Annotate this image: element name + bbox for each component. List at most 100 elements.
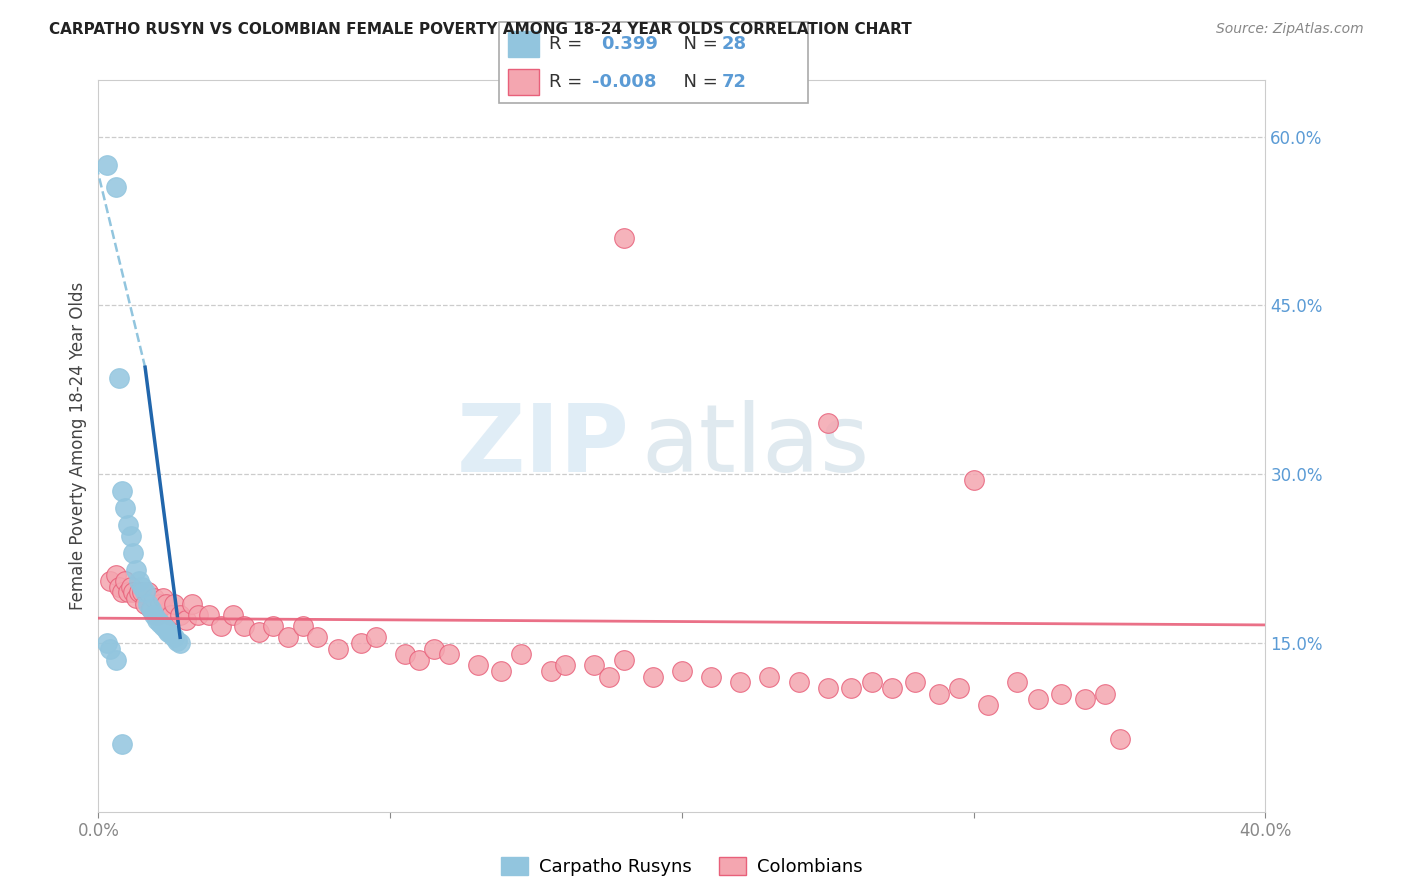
Point bbox=[948, 681, 970, 695]
Point bbox=[111, 737, 134, 751]
Point bbox=[350, 636, 373, 650]
Point bbox=[612, 653, 634, 667]
Text: atlas: atlas bbox=[641, 400, 869, 492]
Point bbox=[117, 517, 139, 532]
Point bbox=[209, 619, 232, 633]
Point bbox=[131, 585, 153, 599]
Point bbox=[962, 473, 984, 487]
Point bbox=[169, 607, 191, 622]
Point bbox=[111, 483, 134, 498]
Text: CARPATHO RUSYN VS COLOMBIAN FEMALE POVERTY AMONG 18-24 YEAR OLDS CORRELATION CHA: CARPATHO RUSYN VS COLOMBIAN FEMALE POVER… bbox=[49, 22, 912, 37]
Point bbox=[326, 641, 349, 656]
Point bbox=[146, 607, 169, 622]
Point bbox=[152, 619, 174, 633]
Point bbox=[233, 619, 256, 633]
Text: 72: 72 bbox=[721, 73, 747, 91]
Point bbox=[880, 681, 903, 695]
Point bbox=[117, 585, 139, 599]
Point bbox=[142, 607, 165, 622]
Point bbox=[700, 670, 723, 684]
Point bbox=[146, 614, 169, 628]
Point bbox=[98, 641, 121, 656]
Point bbox=[307, 630, 329, 644]
Point bbox=[139, 602, 162, 616]
Point bbox=[134, 585, 156, 599]
Point bbox=[730, 675, 752, 690]
Point bbox=[928, 687, 950, 701]
Point bbox=[1073, 692, 1095, 706]
Point bbox=[489, 664, 512, 678]
Point bbox=[139, 602, 162, 616]
Point bbox=[641, 670, 664, 684]
Point bbox=[612, 231, 634, 245]
Point bbox=[540, 664, 562, 678]
Legend: Carpatho Rusyns, Colombians: Carpatho Rusyns, Colombians bbox=[494, 849, 870, 883]
Text: ZIP: ZIP bbox=[457, 400, 630, 492]
Point bbox=[1050, 687, 1073, 701]
Point bbox=[152, 591, 174, 605]
Point bbox=[437, 647, 460, 661]
Point bbox=[839, 681, 862, 695]
Point bbox=[423, 641, 446, 656]
Text: Source: ZipAtlas.com: Source: ZipAtlas.com bbox=[1216, 22, 1364, 37]
Point bbox=[134, 597, 156, 611]
Point bbox=[364, 630, 387, 644]
Text: N =: N = bbox=[672, 35, 724, 53]
Text: R =: R = bbox=[548, 35, 593, 53]
Bar bbox=[509, 69, 540, 95]
Text: N =: N = bbox=[672, 73, 724, 91]
Point bbox=[163, 597, 186, 611]
Point bbox=[598, 670, 620, 684]
Point bbox=[96, 158, 118, 172]
Point bbox=[817, 681, 839, 695]
Point bbox=[155, 597, 177, 611]
Point bbox=[157, 624, 180, 639]
Point bbox=[1094, 687, 1116, 701]
Point bbox=[108, 371, 131, 385]
Point bbox=[96, 636, 118, 650]
Bar bbox=[509, 31, 540, 57]
Point bbox=[291, 619, 314, 633]
Point bbox=[187, 607, 209, 622]
Text: 0.399: 0.399 bbox=[602, 35, 658, 53]
FancyBboxPatch shape bbox=[499, 22, 808, 103]
Point bbox=[977, 698, 1000, 712]
Point bbox=[120, 529, 142, 543]
Point bbox=[128, 574, 150, 588]
Point bbox=[169, 636, 191, 650]
Point bbox=[122, 546, 145, 560]
Point bbox=[583, 658, 606, 673]
Point bbox=[131, 580, 153, 594]
Point bbox=[277, 630, 299, 644]
Point bbox=[122, 585, 145, 599]
Point bbox=[104, 180, 127, 194]
Point bbox=[136, 597, 159, 611]
Point bbox=[114, 574, 136, 588]
Point bbox=[114, 500, 136, 515]
Point bbox=[510, 647, 533, 661]
Point bbox=[262, 619, 284, 633]
Point bbox=[142, 591, 165, 605]
Point bbox=[180, 597, 202, 611]
Point bbox=[758, 670, 780, 684]
Point bbox=[160, 627, 183, 641]
Point bbox=[125, 591, 148, 605]
Point bbox=[1026, 692, 1049, 706]
Point bbox=[817, 417, 839, 431]
Point bbox=[408, 653, 430, 667]
Point bbox=[554, 658, 576, 673]
Point bbox=[166, 633, 188, 648]
Y-axis label: Female Poverty Among 18-24 Year Olds: Female Poverty Among 18-24 Year Olds bbox=[69, 282, 87, 610]
Point bbox=[904, 675, 927, 690]
Point bbox=[860, 675, 883, 690]
Point bbox=[155, 623, 177, 637]
Point bbox=[104, 568, 127, 582]
Point bbox=[120, 580, 142, 594]
Point bbox=[136, 585, 159, 599]
Point bbox=[1007, 675, 1029, 690]
Point bbox=[467, 658, 489, 673]
Text: 28: 28 bbox=[721, 35, 747, 53]
Point bbox=[149, 597, 172, 611]
Point bbox=[149, 615, 172, 630]
Text: R =: R = bbox=[548, 73, 588, 91]
